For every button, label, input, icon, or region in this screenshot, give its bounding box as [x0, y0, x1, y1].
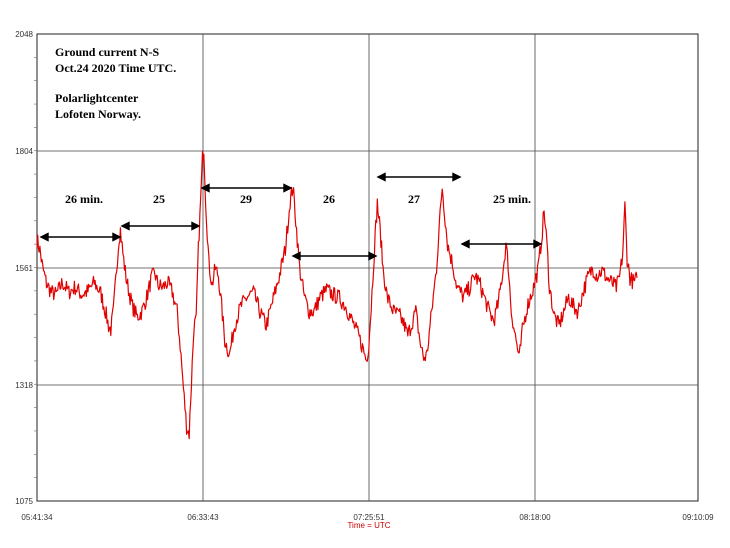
duration-label: 25	[153, 192, 165, 206]
arrow-head	[200, 183, 210, 193]
x-tick-label: 09:10:09	[682, 513, 714, 522]
x-tick-label: 06:33:43	[187, 513, 219, 522]
y-tick-label: 1804	[15, 147, 33, 156]
arrow-head	[191, 221, 201, 231]
chart-credit-line-1: Polarlightcenter	[55, 91, 139, 105]
arrow-head	[452, 172, 462, 182]
arrow-head	[120, 221, 130, 231]
arrow-head	[283, 183, 293, 193]
arrow-head	[376, 172, 386, 182]
duration-label: 26 min.	[65, 192, 103, 206]
x-tick-label: 07:25:51	[353, 513, 385, 522]
arrow-head	[291, 251, 301, 261]
arrow-head	[112, 232, 122, 242]
duration-label: 25 min.	[493, 192, 531, 206]
duration-label: 29	[240, 192, 252, 206]
y-tick-label: 1561	[15, 264, 33, 273]
chart-credit-line-2: Lofoten Norway.	[55, 107, 141, 121]
arrow-head	[39, 232, 49, 242]
x-tick-label: 08:18:00	[519, 513, 551, 522]
y-tick-label: 1075	[15, 497, 33, 506]
series-line	[36, 150, 638, 440]
arrow-head	[533, 239, 543, 249]
arrow-head	[460, 239, 470, 249]
chart-title-line-1: Ground current N-S	[55, 45, 160, 59]
x-tick-label: 05:41:34	[21, 513, 53, 522]
arrow-head	[368, 251, 378, 261]
plot-frame	[36, 33, 699, 502]
duration-label: 26	[323, 192, 335, 206]
y-tick-label: 2048	[15, 30, 33, 39]
y-tick-label: 1318	[15, 381, 33, 390]
chart-title-line-2: Oct.24 2020 Time UTC.	[55, 61, 176, 75]
duration-label: 27	[408, 192, 420, 206]
x-axis-label: Time = UTC	[347, 521, 390, 530]
